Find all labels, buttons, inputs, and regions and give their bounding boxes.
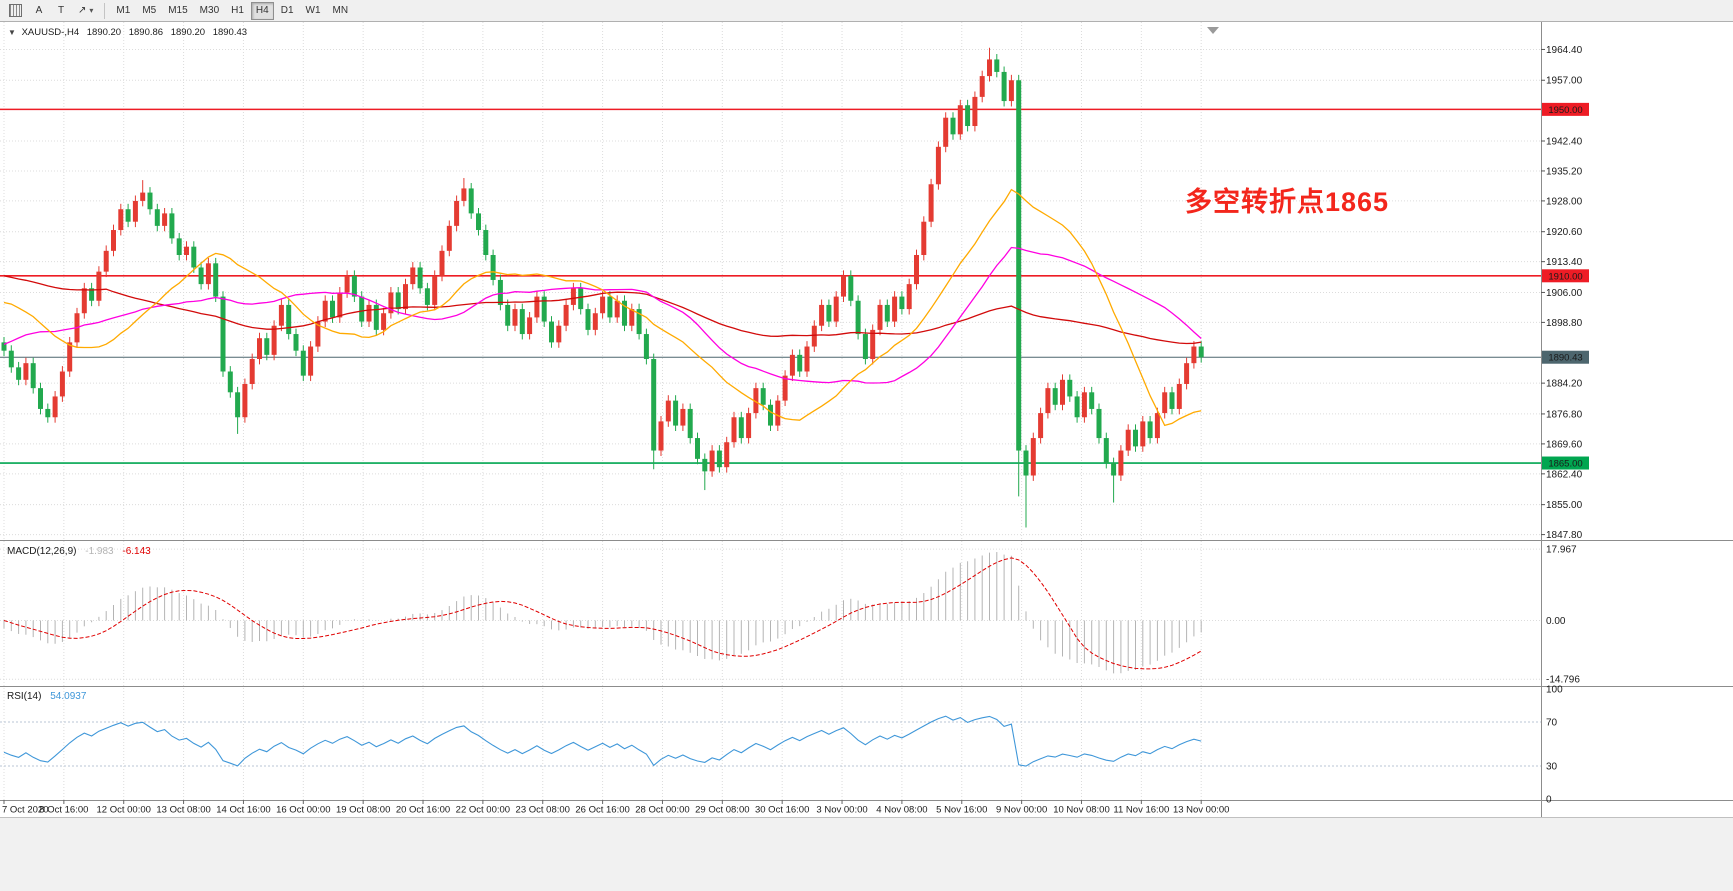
time-axis-label: 9 Nov 00:00 bbox=[996, 805, 1047, 816]
macd-axis-label: -14.796 bbox=[1546, 675, 1580, 686]
price-tick-label: 1964.40 bbox=[1546, 45, 1583, 56]
macd-axis-label: 17.967 bbox=[1546, 545, 1577, 556]
rsi-axis-label: 0 bbox=[1546, 795, 1552, 806]
macd-indicator-label: MACD(12,26,9) -1.983 -6.143 bbox=[7, 546, 157, 557]
price-badge-1890.43 bbox=[1542, 350, 1589, 364]
price-badge-label: 1910.00 bbox=[1548, 271, 1582, 282]
time-axis-label: 19 Oct 08:00 bbox=[336, 805, 390, 816]
window-bottom-area bbox=[0, 818, 1733, 891]
grid-icon bbox=[9, 4, 22, 17]
time-axis-label: 20 Oct 16:00 bbox=[396, 805, 450, 816]
timeframe-toolbar: M1 M5 M15 M30 H1 H4 D1 W1 MN bbox=[110, 1, 354, 20]
time-axis-label: 26 Oct 16:00 bbox=[575, 805, 629, 816]
macd-name: MACD(12,26,9) bbox=[7, 546, 77, 557]
grid-layer bbox=[0, 22, 1541, 800]
candles-layer bbox=[1, 47, 1204, 528]
price-tick-label: 1884.20 bbox=[1546, 379, 1583, 390]
rsi-value: 54.0937 bbox=[50, 691, 87, 702]
cursor-tool-button[interactable]: ↗ ▾ bbox=[73, 1, 99, 20]
macd-axis-label: 0.00 bbox=[1546, 616, 1566, 627]
time-axis-label: 13 Nov 00:00 bbox=[1173, 805, 1230, 816]
price-tick-label: 1920.60 bbox=[1546, 227, 1583, 238]
time-axis-label: 13 Oct 08:00 bbox=[156, 805, 210, 816]
price-badge-label: 1950.00 bbox=[1548, 105, 1582, 116]
low-value: 1890.20 bbox=[170, 27, 206, 38]
time-axis-label: 10 Nov 08:00 bbox=[1053, 805, 1110, 816]
chart-shift-marker[interactable] bbox=[1207, 27, 1219, 34]
ma-fast-line bbox=[3, 188, 1202, 427]
top-toolbar: A T ↗ ▾ M1 M5 M15 M30 H1 H4 D1 W1 MN bbox=[0, 0, 1733, 22]
rsi-line bbox=[3, 715, 1202, 767]
time-axis-label: 30 Oct 16:00 bbox=[755, 805, 809, 816]
rsi-indicator-label: RSI(14) 54.0937 bbox=[7, 691, 92, 702]
timeframe-button-m15[interactable]: M15 bbox=[163, 1, 193, 20]
time-axis-label: 7 Oct 2020 bbox=[2, 805, 48, 816]
moving-averages-layer bbox=[3, 188, 1202, 427]
price-badge-1950.00 bbox=[1542, 102, 1589, 116]
macd-main-value: -1.983 bbox=[85, 546, 114, 557]
macd-signal-line bbox=[3, 557, 1202, 670]
indicator-layer bbox=[3, 552, 1202, 767]
open-value: 1890.20 bbox=[86, 27, 122, 38]
price-tick-label: 1942.40 bbox=[1546, 136, 1583, 147]
price-tick-label: 1855.00 bbox=[1546, 500, 1583, 511]
rsi-axis-label: 70 bbox=[1546, 718, 1558, 729]
time-axis-label: 3 Nov 00:00 bbox=[816, 805, 867, 816]
time-axis-label: 14 Oct 16:00 bbox=[216, 805, 270, 816]
chart-annotation[interactable]: 多空转折点1865 bbox=[1185, 187, 1390, 217]
price-tick-label: 1876.80 bbox=[1546, 409, 1583, 420]
tick-chart-button[interactable] bbox=[4, 1, 27, 20]
timeframe-button-mn[interactable]: MN bbox=[327, 1, 354, 20]
time-axis-label: 8 Oct 16:00 bbox=[39, 805, 88, 816]
close-value: 1890.43 bbox=[212, 27, 248, 38]
time-axis-label: 5 Nov 16:00 bbox=[936, 805, 987, 816]
price-badge-1865.00 bbox=[1542, 456, 1589, 470]
price-badge-1910.00 bbox=[1542, 269, 1589, 283]
timeframe-button-m5[interactable]: M5 bbox=[137, 1, 162, 20]
price-tick-label: 1862.40 bbox=[1546, 469, 1583, 480]
horizontal-lines-layer[interactable] bbox=[0, 27, 1541, 464]
chart-dropdown-icon[interactable]: ▼ bbox=[8, 28, 16, 37]
price-tick-label: 1869.60 bbox=[1546, 439, 1583, 450]
rsi-name: RSI(14) bbox=[7, 691, 42, 702]
time-axis-label: 28 Oct 00:00 bbox=[635, 805, 689, 816]
time-axis-label: 4 Nov 08:00 bbox=[876, 805, 927, 816]
ma-slow-line bbox=[3, 275, 1202, 345]
price-tick-label: 1898.80 bbox=[1546, 318, 1583, 329]
chart-ohlc-header: ▼ XAUUSD-,H4 1890.20 1890.86 1890.20 189… bbox=[8, 27, 252, 38]
price-tick-label: 1847.80 bbox=[1546, 530, 1583, 541]
price-tick-label: 1957.00 bbox=[1546, 76, 1583, 87]
price-tick-label: 1906.00 bbox=[1546, 288, 1583, 299]
symbol-label: XAUUSD-,H4 bbox=[21, 27, 80, 38]
timeframe-button-d1[interactable]: D1 bbox=[275, 1, 299, 20]
toolbar-separator bbox=[104, 2, 106, 19]
timeframe-button-m1[interactable]: M1 bbox=[111, 1, 136, 20]
cursor-icon: ↗ bbox=[78, 4, 87, 16]
rsi-axis-label: 30 bbox=[1546, 762, 1558, 773]
price-badge-label: 1865.00 bbox=[1548, 459, 1582, 470]
price-tick-label: 1935.20 bbox=[1546, 166, 1583, 177]
macd-signal-value: -6.143 bbox=[122, 546, 151, 557]
time-axis-label: 23 Oct 08:00 bbox=[516, 805, 570, 816]
high-value: 1890.86 bbox=[128, 27, 164, 38]
time-axis-label: 16 Oct 00:00 bbox=[276, 805, 330, 816]
timeframe-button-h4[interactable]: H4 bbox=[250, 1, 274, 20]
time-axis-label: 22 Oct 00:00 bbox=[456, 805, 510, 816]
price-badge-label: 1890.43 bbox=[1548, 353, 1582, 364]
axes-layer: 1964.40 1957.00 1942.40 1935.20 1928.00 1920.… bbox=[0, 22, 1733, 891]
time-axis-label: 29 Oct 08:00 bbox=[695, 805, 749, 816]
time-axis-label: 11 Nov 16:00 bbox=[1113, 805, 1169, 816]
time-axis-label: 12 Oct 00:00 bbox=[97, 805, 151, 816]
price-tick-label: 1913.40 bbox=[1546, 257, 1583, 268]
rsi-axis-label: 100 bbox=[1546, 685, 1563, 696]
timeframe-button-m30[interactable]: M30 bbox=[194, 1, 225, 20]
chevron-down-icon: ▾ bbox=[89, 5, 94, 15]
timeframe-button-w1[interactable]: W1 bbox=[300, 1, 326, 20]
price-tick-label: 1928.00 bbox=[1546, 196, 1583, 207]
timeframe-button-h1[interactable]: H1 bbox=[226, 1, 249, 20]
text-label-t-button[interactable]: T bbox=[51, 1, 71, 20]
text-label-a-button[interactable]: A bbox=[29, 1, 49, 20]
